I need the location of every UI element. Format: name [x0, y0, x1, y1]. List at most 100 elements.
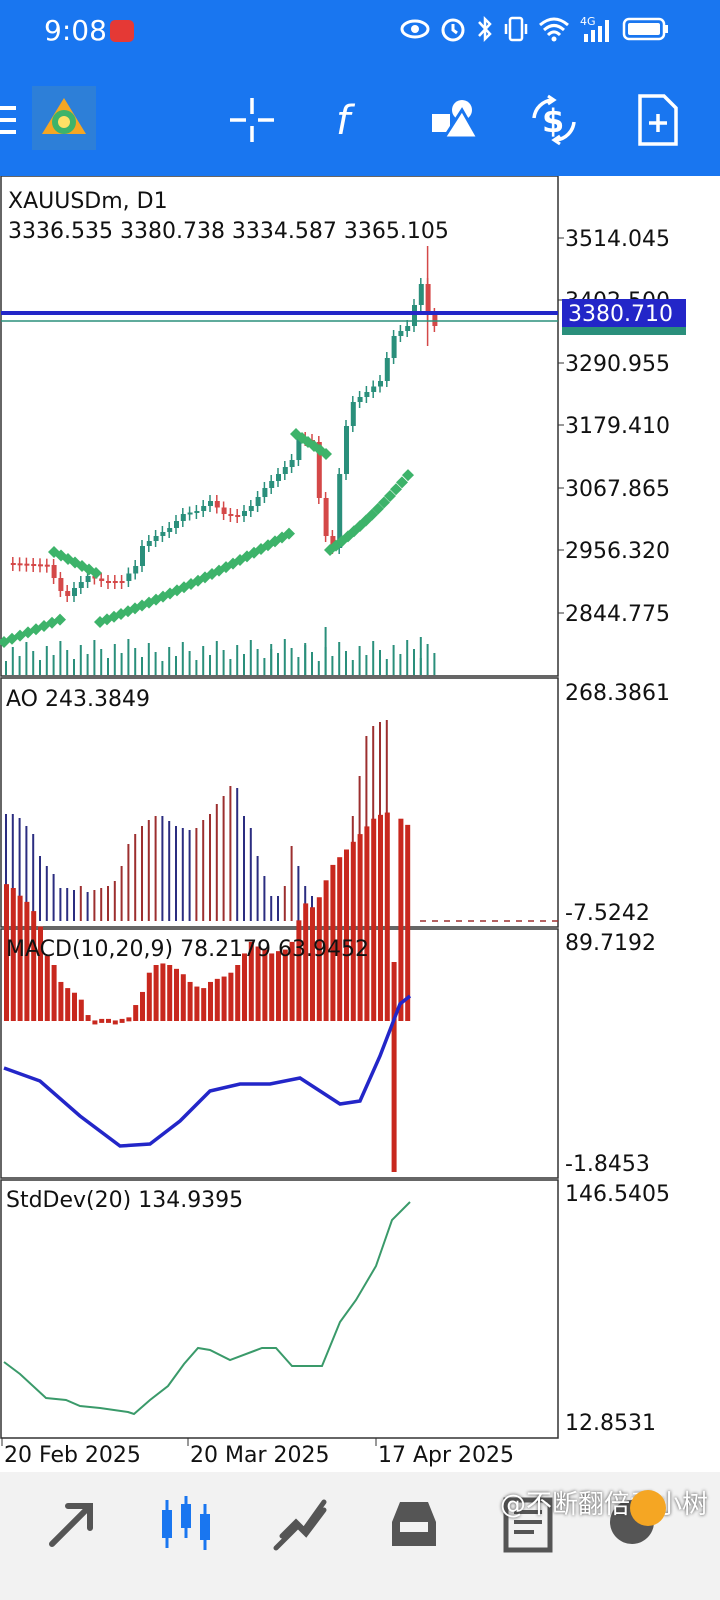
macd-bar: [330, 864, 336, 1021]
candle: [296, 438, 302, 460]
candle: [99, 578, 105, 581]
alarm-icon: [441, 18, 465, 42]
time-label-1: 20 Feb 2025: [4, 1443, 141, 1468]
candle: [432, 314, 438, 326]
macd-bar: [72, 992, 77, 1021]
objects-icon[interactable]: [426, 92, 482, 148]
psar-dot: [378, 496, 390, 509]
candle: [194, 511, 200, 513]
macd-bar: [214, 978, 220, 1021]
macd-bar: [38, 926, 43, 1021]
price-level-5: 3067.865: [565, 477, 670, 502]
macd-bar: [235, 965, 241, 1021]
price-level-1: 3514.045: [565, 227, 670, 252]
macd-bar: [119, 1018, 125, 1023]
bluetooth-icon: [478, 15, 492, 43]
notification-app-icon: [110, 20, 134, 42]
current-price-label: 3380.710: [568, 302, 673, 327]
watermark: @不断翻倍乔小树: [499, 1490, 708, 1520]
candle: [106, 581, 111, 583]
macd-label: MACD(10,20,9) 78.2179 63.9452: [6, 937, 369, 962]
status-icons: 4G: [400, 14, 670, 44]
price-level-6: 2956.320: [565, 539, 670, 564]
psar-dot: [90, 567, 102, 579]
candle: [418, 284, 424, 305]
candle: [276, 474, 281, 481]
chart-icon[interactable]: [154, 1492, 218, 1556]
candle: [167, 528, 173, 532]
candle: [262, 488, 268, 497]
mt-logo-icon[interactable]: [32, 86, 96, 150]
macd-bar: [133, 1005, 139, 1021]
macd-bar: [153, 965, 159, 1021]
stddev-line: [3, 1201, 411, 1416]
macd-bar: [262, 949, 268, 1021]
macd-bar: [255, 946, 261, 1021]
vibrate-icon: [504, 16, 528, 42]
chart-area[interactable]: 3514.045 3402.500 3290.955 3179.410 3067…: [0, 175, 720, 1472]
candle: [160, 532, 166, 536]
psar-dot: [372, 502, 384, 515]
indicators-glyph: f: [336, 98, 356, 144]
candle: [31, 564, 37, 566]
candle: [85, 576, 91, 582]
bottom-nav: [0, 1472, 720, 1600]
new-order-icon[interactable]: [630, 92, 686, 148]
macd-bar: [350, 841, 356, 1021]
candle: [316, 442, 322, 498]
menu-icon[interactable]: [0, 92, 24, 148]
candle: [391, 336, 397, 358]
candle: [248, 506, 254, 511]
candle: [72, 588, 77, 596]
candle: [65, 591, 71, 596]
stddev-max-label: 146.5405: [565, 1182, 670, 1207]
stddev-panel-frame: [0, 1179, 559, 1439]
macd-bar: [24, 901, 30, 1021]
psar-dot: [150, 593, 162, 606]
candle: [344, 426, 349, 474]
candle: [235, 515, 241, 517]
macd-bar: [201, 988, 207, 1021]
macd-panel-frame: [0, 928, 559, 1179]
stddev-min-label: 12.8531: [565, 1411, 656, 1436]
macd-signal-line: [3, 994, 412, 1148]
chart-canvas[interactable]: 3514.045 3402.500 3290.955 3179.410 3067…: [0, 175, 720, 1472]
candle: [10, 563, 16, 565]
trade-icon[interactable]: $: [526, 92, 582, 148]
psar-dot: [384, 490, 396, 502]
candle: [242, 511, 247, 516]
macd-bar: [44, 955, 50, 1021]
macd-bar: [4, 884, 9, 1021]
trade-icon[interactable]: [268, 1492, 332, 1556]
psar-dot: [360, 514, 372, 527]
macd-bar: [10, 888, 16, 1021]
network-type: 4G: [580, 15, 596, 28]
macd-bar: [112, 1020, 118, 1025]
candle: [384, 358, 390, 381]
crosshair-icon[interactable]: [224, 92, 280, 148]
candle: [78, 582, 84, 588]
candle: [221, 507, 227, 514]
psar-dot: [320, 448, 332, 460]
psar-dot: [396, 476, 408, 489]
macd-bar: [167, 965, 173, 1021]
macd-bar: [364, 826, 370, 1021]
news-icon[interactable]: [496, 1492, 560, 1556]
history-icon[interactable]: [382, 1492, 446, 1556]
svg-text:$: $: [542, 102, 564, 140]
macd-max-label: 89.7192: [565, 931, 656, 956]
candle: [269, 481, 275, 488]
psar-dot: [54, 613, 66, 626]
candle: [126, 573, 132, 581]
candle: [255, 497, 261, 506]
macd-bar: [296, 920, 302, 1021]
candle: [214, 501, 220, 508]
candle: [228, 514, 234, 516]
wifi-icon: [539, 17, 569, 42]
macd-bar: [187, 981, 193, 1021]
indicators-icon[interactable]: f: [322, 92, 378, 148]
quotes-icon[interactable]: [40, 1492, 104, 1556]
candle: [208, 501, 213, 506]
macd-bar: [140, 991, 145, 1021]
candle: [398, 331, 404, 336]
